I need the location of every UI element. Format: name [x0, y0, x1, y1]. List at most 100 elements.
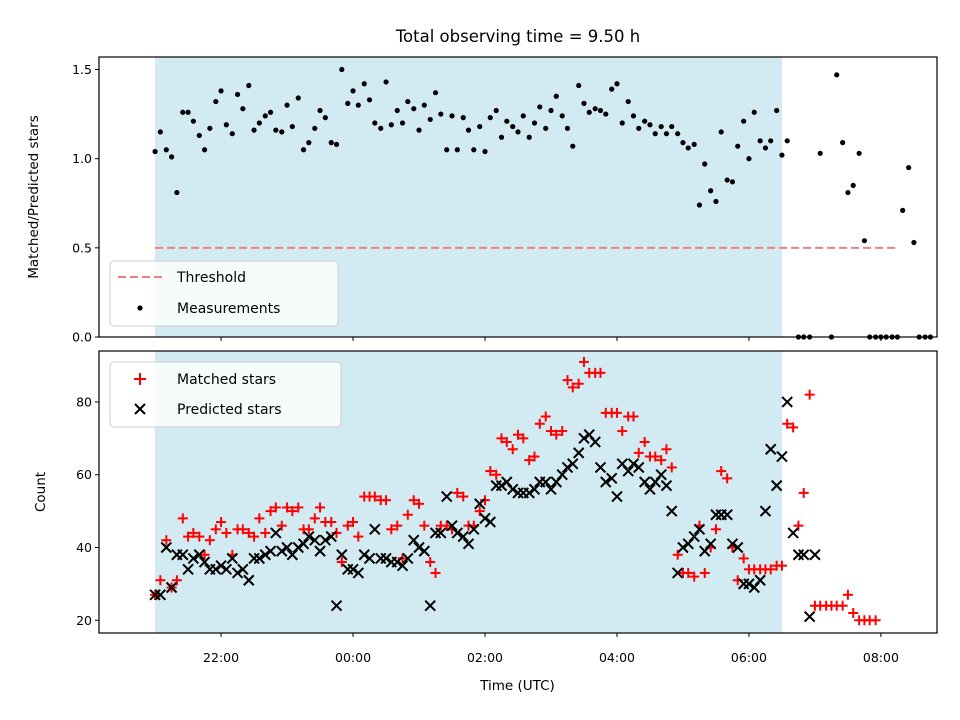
- bottom-y-tick-label: 20: [76, 613, 92, 628]
- predicted-star-point: [297, 538, 310, 550]
- matched-star-point: [199, 549, 210, 560]
- matched-star-point: [793, 520, 804, 531]
- matched-star-point: [567, 382, 578, 393]
- predicted-star-point: [611, 490, 623, 503]
- measurement-point: [515, 129, 521, 135]
- measurement-point: [614, 81, 620, 87]
- measurement-point: [366, 97, 373, 103]
- predicted-star-point: [776, 450, 788, 463]
- measurement-point: [658, 123, 664, 130]
- top-axes-frame: [98, 56, 938, 338]
- matched-star-point: [480, 495, 491, 506]
- predicted-star-point: [187, 552, 200, 565]
- predicted-star-point: [743, 578, 755, 590]
- x-tick-label: 06:00: [731, 650, 767, 665]
- matched-star-point: [276, 520, 287, 531]
- top-y-axis-label: Matched/Predicted stars: [26, 115, 42, 278]
- matched-star-point: [716, 466, 727, 477]
- predicted-star-point: [319, 534, 332, 546]
- measurement-point: [196, 132, 202, 139]
- predicted-star-point: [556, 469, 568, 481]
- matched-star-point: [237, 524, 248, 535]
- measurement-point: [564, 125, 571, 131]
- matched-star-point: [776, 560, 787, 571]
- x-axis-label: Time (UTC): [479, 678, 555, 694]
- matched-star-point: [666, 462, 677, 473]
- chart-title: Total observing time = 9.50 h: [395, 27, 640, 46]
- predicted-star-point: [396, 559, 409, 572]
- measurement-point: [636, 125, 642, 131]
- legend-predicted-label: Predicted stars: [177, 402, 282, 418]
- matched-star-point: [534, 418, 545, 429]
- measurement-point: [388, 122, 394, 128]
- predicted-star-point: [528, 483, 541, 495]
- matched-star-point: [656, 455, 667, 466]
- predicted-star-point: [798, 549, 810, 561]
- predicted-star-point: [462, 538, 475, 550]
- predicted-star-point: [292, 541, 304, 554]
- matched-star-point: [270, 502, 281, 513]
- measurement-point: [300, 147, 307, 153]
- matched-star-point: [689, 571, 700, 582]
- matched-star-point: [204, 535, 215, 546]
- measurement-point: [345, 100, 351, 106]
- measurement-point: [279, 129, 285, 135]
- measurement-point: [669, 123, 675, 130]
- matched-star-point: [293, 502, 304, 513]
- measurement-point: [262, 113, 268, 119]
- matched-star-point: [177, 513, 188, 524]
- measurement-point: [416, 127, 422, 133]
- matched-star-point: [551, 429, 562, 440]
- measurement-point: [322, 115, 328, 121]
- matched-star-point: [414, 498, 425, 509]
- predicted-star-point: [726, 538, 739, 550]
- measurement-point: [454, 147, 460, 153]
- measurement-point: [718, 129, 724, 135]
- predicted-star-point: [182, 563, 194, 576]
- measurement-point: [399, 120, 406, 126]
- measurement-point: [906, 164, 912, 171]
- matched-star-point: [216, 517, 227, 528]
- matched-star-point: [348, 517, 359, 528]
- predicted-star-point: [226, 552, 238, 565]
- measurement-point: [586, 109, 592, 115]
- predicted-star-point: [627, 458, 640, 470]
- matched-star-point: [425, 557, 436, 568]
- predicted-star-point: [523, 487, 535, 499]
- measurement-point: [691, 141, 697, 147]
- measurement-point: [729, 179, 736, 185]
- predicted-star-point: [754, 574, 766, 586]
- predicted-star-point: [770, 479, 783, 492]
- matched-star-point: [254, 513, 265, 524]
- predicted-star-point: [468, 523, 480, 536]
- measurement-point: [642, 118, 648, 124]
- measurement-point: [295, 95, 301, 101]
- predicted-star-point: [633, 461, 645, 474]
- matched-star-point: [303, 524, 314, 535]
- predicted-star-point: [160, 541, 173, 554]
- measurement-point: [597, 107, 604, 114]
- x-tick-label: 02:00: [467, 650, 503, 665]
- measurement-point: [306, 140, 312, 146]
- predicted-star-point: [507, 483, 519, 495]
- matched-star-point: [188, 527, 199, 538]
- measurement-point: [861, 238, 868, 244]
- measurement-point: [543, 125, 549, 131]
- measurement-point: [163, 147, 169, 153]
- matched-star-point: [210, 524, 221, 535]
- measurement-point: [774, 107, 780, 114]
- measurement-point: [482, 148, 488, 155]
- predicted-star-point: [572, 447, 585, 459]
- matched-star-point: [870, 615, 881, 626]
- matched-star-point: [683, 567, 694, 578]
- predicted-star-point: [545, 483, 557, 495]
- matched-star-point: [491, 469, 502, 480]
- predicted-star-point: [325, 530, 337, 543]
- predicted-star-point: [561, 461, 574, 474]
- matched-star-point: [617, 426, 628, 437]
- predicted-star-point: [363, 552, 376, 565]
- measurement-point: [779, 152, 785, 158]
- matched-star-point: [265, 506, 276, 517]
- measurement-point: [378, 125, 384, 131]
